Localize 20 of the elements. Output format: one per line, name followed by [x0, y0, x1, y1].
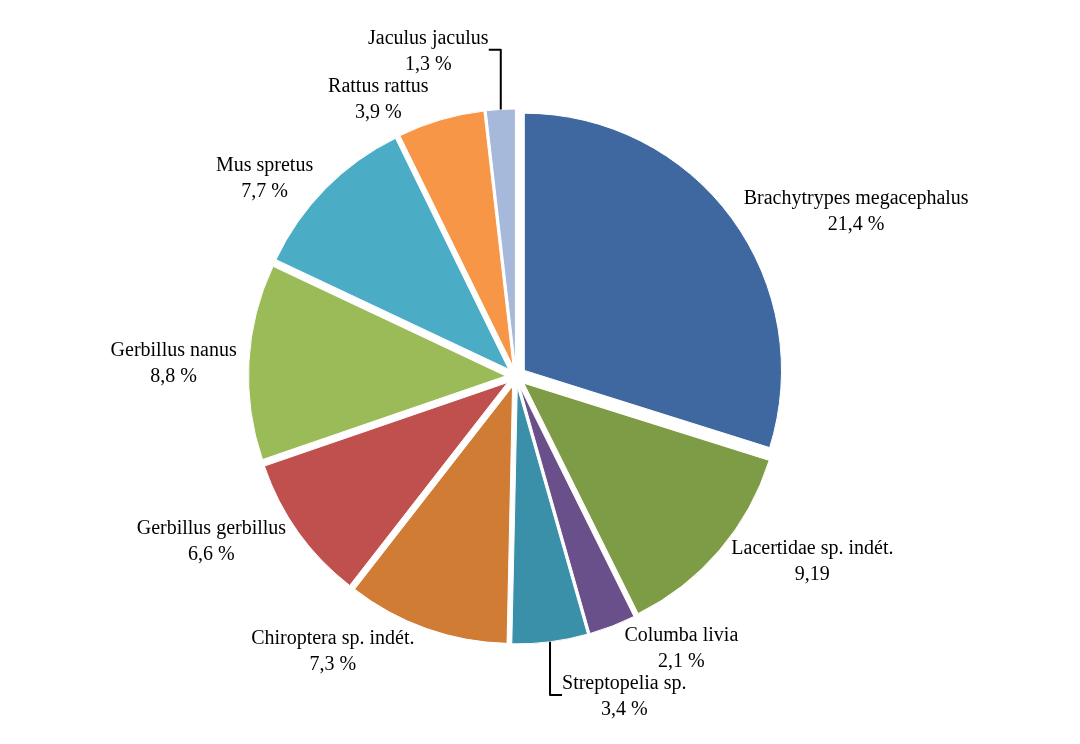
slice-label: Brachytrypes megacephalus	[743, 185, 969, 209]
slice-label: Gerbillus nanus	[110, 337, 237, 360]
data-label: 3,4 %	[600, 696, 648, 719]
slice-label: Jaculus jaculus	[368, 25, 489, 49]
data-label: 8,8 %	[150, 363, 197, 386]
data-label: 7,3 %	[309, 651, 357, 674]
slice-label: Gerbillus gerbillus	[136, 516, 287, 540]
slice-label: Mus spretus	[215, 153, 314, 177]
slice-label: Columba livia	[624, 622, 739, 645]
data-label: 9,19	[794, 562, 830, 585]
data-label: 1,3 %	[404, 51, 452, 74]
data-label: 2,1 %	[657, 648, 705, 671]
slice-label: Lacertidae sp. indét.	[731, 536, 894, 560]
data-label: 7,7 %	[241, 179, 288, 202]
data-label: 6,6 %	[188, 542, 235, 565]
data-label: 21,4 %	[827, 211, 885, 234]
slice-label: Streptopelia sp.	[562, 670, 687, 694]
data-label: 3,9 %	[355, 99, 402, 122]
slice-label: Chiroptera sp. indét.	[251, 625, 415, 649]
slice-label: Rattus rattus	[328, 73, 429, 96]
